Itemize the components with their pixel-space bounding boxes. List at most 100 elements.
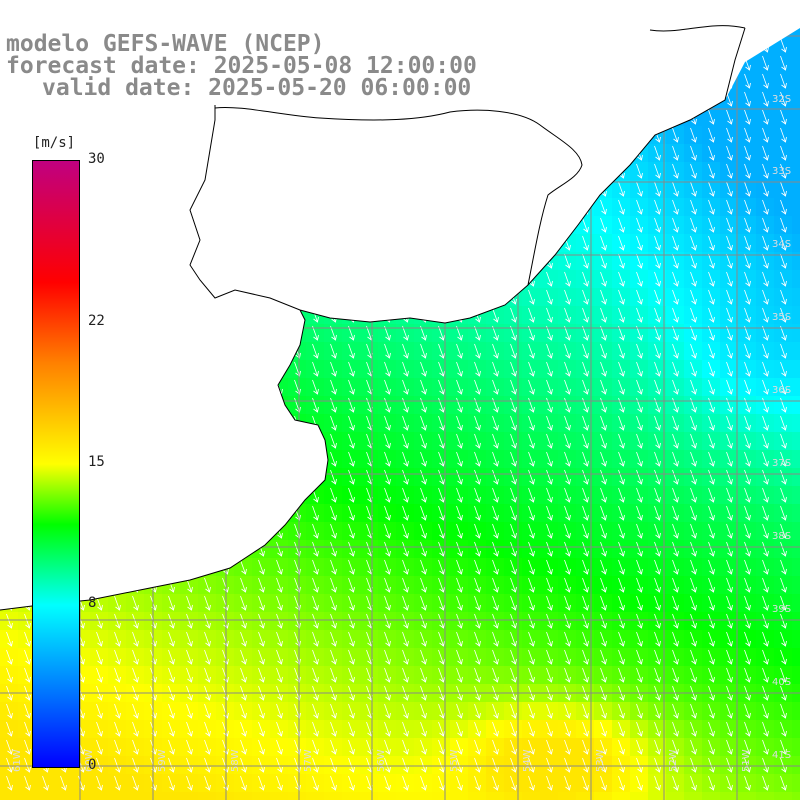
wind-arrow (546, 469, 553, 485)
wind-arrow (690, 307, 697, 323)
wind-arrow (636, 451, 643, 467)
wind-arrow (690, 577, 697, 593)
wind-arrow (438, 379, 445, 395)
wind-arrow (402, 775, 409, 791)
wind-arrow (348, 541, 355, 557)
wind-arrow (654, 415, 661, 431)
wind-arrow (402, 523, 409, 539)
wind-arrow (438, 757, 445, 773)
wind-arrow (582, 649, 589, 665)
wind-arrow (618, 487, 625, 503)
field-cell (18, 792, 37, 800)
field-cell (774, 792, 793, 800)
field-cell (792, 522, 800, 541)
wind-arrow (618, 649, 625, 665)
longitude-label: 54W (522, 749, 533, 772)
wind-arrow (636, 199, 643, 215)
wind-arrow (438, 595, 445, 611)
wind-arrow (780, 253, 787, 269)
wind-arrow (312, 379, 319, 395)
wind-arrow (222, 631, 229, 647)
wind-arrow (330, 577, 337, 593)
wind-arrow (654, 505, 661, 521)
wind-arrow (528, 469, 535, 485)
wind-arrow (780, 775, 787, 791)
wind-arrow (762, 469, 769, 485)
wind-arrow (222, 703, 229, 719)
wind-arrow (726, 739, 733, 755)
wind-arrow (438, 577, 445, 593)
field-cell (792, 288, 800, 307)
wind-arrow (330, 613, 337, 629)
wind-arrow (456, 613, 463, 629)
longitude-label: 51W (741, 749, 752, 772)
wind-arrow (456, 523, 463, 539)
wind-arrow (690, 775, 697, 791)
wind-arrow (330, 397, 337, 413)
wind-arrow (258, 739, 265, 755)
wind-arrow (600, 595, 607, 611)
wind-arrow (384, 397, 391, 413)
wind-arrow (780, 145, 787, 161)
wind-arrow (330, 469, 337, 485)
wind-arrow (96, 775, 103, 791)
wind-arrow (672, 397, 679, 413)
wind-arrow (276, 631, 283, 647)
wind-arrow (708, 757, 715, 773)
field-cell (72, 792, 91, 800)
wind-arrow (438, 361, 445, 377)
field-cell (648, 792, 667, 800)
wind-arrow (330, 433, 337, 449)
wind-arrow (726, 343, 733, 359)
wind-arrow (528, 703, 535, 719)
wind-arrow (726, 361, 733, 377)
wind-arrow (474, 469, 481, 485)
wind-arrow (384, 739, 391, 755)
wind-arrow (312, 577, 319, 593)
wind-arrow (240, 757, 247, 773)
wind-arrow (726, 271, 733, 287)
wind-arrow (276, 667, 283, 683)
wind-arrow (690, 613, 697, 629)
wind-arrow (438, 523, 445, 539)
wind-arrow (420, 379, 427, 395)
wind-arrow (690, 739, 697, 755)
wind-arrow (276, 775, 283, 791)
wind-arrow (708, 235, 715, 251)
wind-arrow (582, 775, 589, 791)
field-cell (792, 558, 800, 577)
wind-arrow (222, 613, 229, 629)
wind-arrow (762, 451, 769, 467)
wind-arrow (600, 775, 607, 791)
wind-arrow (780, 721, 787, 737)
field-cell (90, 792, 109, 800)
wind-arrow (114, 667, 121, 683)
wind-arrow (780, 523, 787, 539)
wind-arrow (600, 451, 607, 467)
wind-arrow (564, 343, 571, 359)
wind-arrow (222, 721, 229, 737)
wind-arrow (762, 361, 769, 377)
wind-arrow (456, 775, 463, 791)
field-cell (342, 792, 361, 800)
wind-arrow (348, 721, 355, 737)
wind-arrow (96, 703, 103, 719)
wind-arrow (672, 127, 679, 143)
wind-arrow (636, 631, 643, 647)
wind-arrow (744, 109, 751, 125)
wind-arrow (330, 775, 337, 791)
wind-arrow (726, 289, 733, 305)
wind-arrow (690, 667, 697, 683)
longitude-label: 61W (12, 749, 23, 772)
field-cell (288, 792, 307, 800)
wind-arrow (636, 541, 643, 557)
wind-arrow (330, 487, 337, 503)
wind-arrow (204, 577, 211, 593)
colorbar (32, 160, 80, 768)
wind-arrow (690, 523, 697, 539)
wind-arrow (780, 757, 787, 773)
wind-arrow (528, 379, 535, 395)
wind-arrow (762, 595, 769, 611)
wind-arrow (510, 541, 517, 557)
wind-arrow (384, 595, 391, 611)
